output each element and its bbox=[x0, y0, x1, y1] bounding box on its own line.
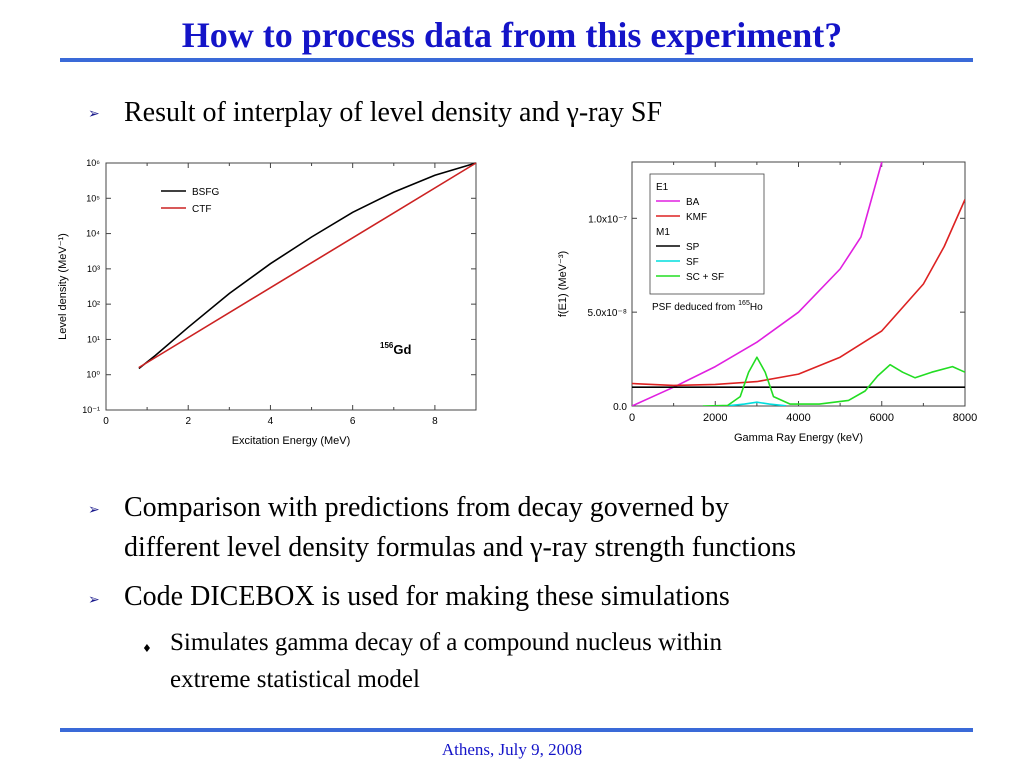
y-axis-label: f(E1) (MeV⁻³) bbox=[557, 251, 569, 317]
legend-entry: SC + SF bbox=[686, 272, 724, 283]
title-divider bbox=[60, 58, 973, 62]
plot-frame bbox=[105, 162, 477, 411]
legend-entry: CTF bbox=[192, 204, 211, 215]
legend-entry: SP bbox=[686, 242, 700, 253]
series-line-ba bbox=[632, 162, 883, 406]
y-tick-label: 10⁵ bbox=[86, 193, 100, 203]
series-line-bsfg bbox=[138, 162, 477, 370]
x-tick-label: 8000 bbox=[953, 412, 977, 424]
arrow-bullet-icon: ➢ bbox=[88, 502, 100, 518]
y-tick-label: 5.0x10⁻⁸ bbox=[587, 308, 627, 319]
footer-text: Athens, July 9, 2008 bbox=[441, 740, 583, 759]
y-tick-label: 1.0x10⁻⁷ bbox=[588, 214, 627, 225]
bullet-dicebox: Code DICEBOX is used for making these si… bbox=[124, 581, 730, 612]
x-tick-label: 4000 bbox=[786, 412, 810, 424]
y-tick-label: 10⁴ bbox=[86, 229, 100, 239]
y-tick-label: 10⁻¹ bbox=[82, 405, 100, 415]
x-tick-label: 4 bbox=[268, 416, 274, 427]
bullet-comparison-line1: Comparison with predictions from decay g… bbox=[124, 492, 729, 523]
x-axis-label: Gamma Ray Energy (keV) bbox=[734, 432, 863, 444]
arrow-bullet-icon: ➢ bbox=[88, 106, 100, 122]
y-axis-label: Level density (MeV⁻¹) bbox=[57, 233, 69, 340]
x-tick-label: 0 bbox=[103, 416, 109, 427]
legend-group-label: M1 bbox=[656, 227, 670, 238]
x-tick-label: 2 bbox=[185, 416, 191, 427]
bullet-interplay: Result of interplay of level density and… bbox=[124, 97, 663, 128]
y-tick-label: 10⁰ bbox=[86, 370, 100, 380]
x-tick-label: 8 bbox=[432, 416, 438, 427]
x-tick-label: 0 bbox=[629, 412, 635, 424]
series-group bbox=[632, 162, 965, 406]
legend-box bbox=[649, 173, 765, 295]
x-tick-label: 6000 bbox=[870, 412, 894, 424]
sub-bullet-line2: extreme statistical model bbox=[170, 666, 420, 693]
x-tick-label: 2000 bbox=[703, 412, 727, 424]
y-tick-label: 0.0 bbox=[613, 402, 627, 413]
series-line-ctf bbox=[138, 162, 477, 369]
x-axis-label: Excitation Energy (MeV) bbox=[232, 435, 351, 447]
sub-bullet-line1: Simulates gamma decay of a compound nucl… bbox=[170, 629, 722, 656]
psf-annotation: PSF deduced from 165Ho bbox=[652, 300, 763, 313]
legend-entry: KMF bbox=[686, 212, 707, 223]
legend-entry: SF bbox=[686, 257, 699, 268]
series-line-sc-sf bbox=[702, 356, 965, 406]
photon-strength-chart: 0 2000 4000 6000 8000 0.0 5.0x10⁻⁸ 1.0x10⁻⁷ Gamm… bbox=[557, 161, 977, 444]
slide-title: How to process data from this experiment… bbox=[181, 15, 843, 55]
bullet-comparison-line2: different level density formulas and γ-r… bbox=[124, 532, 796, 563]
arrow-bullet-icon: ➢ bbox=[88, 592, 100, 608]
legend-entry: BSFG bbox=[192, 187, 219, 198]
legend-group-label: E1 bbox=[656, 182, 669, 193]
x-tick-label: 6 bbox=[350, 416, 356, 427]
footer-divider bbox=[60, 728, 973, 732]
y-tick-label: 10¹ bbox=[87, 334, 100, 344]
nucleus-label: 156Gd bbox=[380, 341, 411, 357]
y-tick-label: 10³ bbox=[87, 264, 100, 274]
series-line-kmf bbox=[632, 199, 965, 387]
diamond-bullet-icon: ♦ bbox=[142, 642, 152, 655]
level-density-chart: 0 2 4 6 8 10⁻¹ 10⁰ 10¹ 10² 10³ 10⁴ 10⁵ 10⁶ Excitation… bbox=[57, 158, 477, 447]
legend-entry: BA bbox=[686, 197, 700, 208]
series-line-sf bbox=[727, 401, 787, 406]
y-tick-label: 10² bbox=[87, 299, 100, 309]
y-tick-label: 10⁶ bbox=[86, 158, 100, 168]
